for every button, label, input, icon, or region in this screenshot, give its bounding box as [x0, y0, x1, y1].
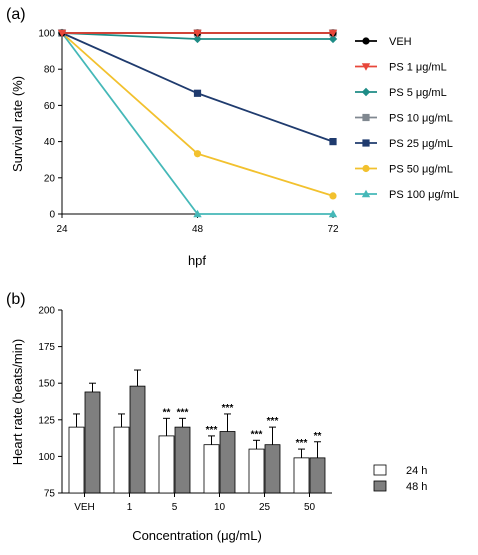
- panel-b-significance-label: ***: [267, 416, 279, 427]
- panel-b-significance-label: ***: [206, 425, 218, 436]
- panel-a-legend-marker: [362, 113, 370, 122]
- panel-a-point: [329, 192, 337, 200]
- panel-a-legend-label: PS 10 μg/mL: [389, 113, 453, 125]
- panel-a-point: [329, 138, 337, 146]
- panel-a-point: [193, 209, 202, 218]
- panel-b-y-tick-label: 75: [44, 489, 56, 500]
- panel-a-xlabel: hpf: [188, 253, 206, 268]
- panel-a-y-tick-label: 40: [44, 137, 56, 148]
- panel-a-point: [193, 150, 202, 158]
- panel-b-y-tick-label: 100: [38, 452, 55, 463]
- panel-a-legend-label: PS 5 μg/mL: [389, 87, 447, 99]
- panel-a-legend-marker: [362, 139, 370, 147]
- panel-b-legend-swatch: [373, 464, 387, 476]
- panel-a-legend-marker: [361, 189, 371, 198]
- panel-b-bar: [158, 435, 175, 494]
- panel-a-legend-label: PS 100 μg/mL: [389, 189, 459, 201]
- panel-b-significance-label: ***: [251, 429, 263, 440]
- panel-a-ylabel: Survival rate (%): [10, 76, 25, 172]
- panel-b-bar: [203, 444, 220, 494]
- panel-b-bar: [174, 426, 191, 494]
- panel-a-legend-label: PS 1 μg/mL: [389, 62, 447, 74]
- panel-a-y-tick-label: 80: [44, 65, 56, 76]
- panel-b-bar: [129, 385, 146, 494]
- panel-b-y-tick-label: 175: [38, 342, 55, 353]
- panel-a-series-line: [61, 32, 333, 215]
- panel-a-x-tick-label: 48: [192, 224, 204, 235]
- panel-b-axes: 75 100 125 150 175 200 VEH 1 5 10 25 50: [38, 306, 332, 513]
- panel-b-y-tick-label: 125: [38, 415, 55, 426]
- panel-b-bar: [248, 448, 265, 494]
- panel-b-x-tick-label: 5: [172, 502, 178, 513]
- panel-a-x-tick-label: 72: [327, 224, 339, 235]
- panel-b-legend-swatch: [373, 480, 387, 492]
- panel-b-significance-label: **: [163, 407, 171, 418]
- panel-b-bar: [68, 426, 85, 494]
- panel-b-bars: ** ********************: [68, 369, 326, 494]
- panel-b-legend-label: 48 h: [406, 481, 427, 493]
- panel-a-legend-marker: [362, 164, 370, 173]
- panel-a-series: [57, 28, 338, 218]
- panel-b-bar: [113, 426, 130, 494]
- panel-b-bar: [219, 431, 236, 494]
- panel-b-bar: [264, 444, 281, 494]
- panel-b-label: (b): [6, 291, 26, 308]
- panel-a-label: (a): [6, 6, 26, 23]
- panel-b-y-tick-label: 150: [38, 379, 55, 390]
- panel-b-bar: [293, 457, 310, 494]
- panel-a-legend-label: PS 25 μg/mL: [389, 138, 453, 150]
- panel-a-legend-marker: [361, 87, 371, 97]
- panel-b-x-tick-label: 50: [304, 502, 316, 513]
- panel-a-x-tick-label: 24: [56, 224, 68, 235]
- panel-a-point: [328, 29, 338, 38]
- panel-b-x-tick-label: 25: [259, 502, 271, 513]
- panel-a-y-tick-label: 0: [49, 210, 55, 221]
- panel-a-legend: VEH PS 1 μg/mL PS 5 μg/mL PS 10 μg/mL PS 25 …: [355, 36, 459, 201]
- panel-b-x-tick-label: VEH: [74, 502, 95, 513]
- panel-b-y-tick-label: 200: [38, 306, 55, 317]
- panel-a-point: [328, 34, 338, 44]
- panel-b-legend-label: 24 h: [406, 465, 427, 477]
- panel-a-series-line: [61, 32, 334, 197]
- panel-b-significance-label: **: [314, 431, 322, 442]
- panel-b-legend: 24 h 48 h: [373, 464, 427, 493]
- panel-a-point: [193, 29, 202, 38]
- panel-b-ylabel: Heart rate (beats/min): [10, 339, 25, 465]
- panel-a-point: [193, 89, 202, 97]
- panel-a-axes: 0 20 40 60 80 100 24 48 72: [38, 29, 339, 236]
- panel-b-significance-label: ***: [177, 407, 189, 418]
- panel-b-bar: [309, 457, 326, 494]
- panel-a-legend-marker: [361, 63, 371, 71]
- panel-a-y-tick-label: 100: [38, 29, 55, 40]
- panel-b-x-tick-label: 1: [127, 502, 133, 513]
- panel-a-y-tick-label: 60: [44, 101, 56, 112]
- panel-a-legend-marker: [362, 37, 370, 45]
- panel-a-point: [57, 29, 67, 38]
- panel-a-point: [193, 34, 202, 44]
- panel-a-legend-label: VEH: [389, 36, 412, 48]
- panel-b-significance-label: ***: [296, 438, 308, 449]
- panel-b-x-tick-label: 10: [214, 502, 226, 513]
- panel-b-significance-label: ***: [222, 403, 234, 414]
- panel-a-legend-label: PS 50 μg/mL: [389, 164, 453, 176]
- panel-a-point: [328, 209, 338, 218]
- panel-a-y-tick-label: 20: [44, 173, 56, 184]
- panel-b-xlabel: Concentration (μg/mL): [132, 528, 262, 543]
- panel-b-bar: [84, 391, 101, 494]
